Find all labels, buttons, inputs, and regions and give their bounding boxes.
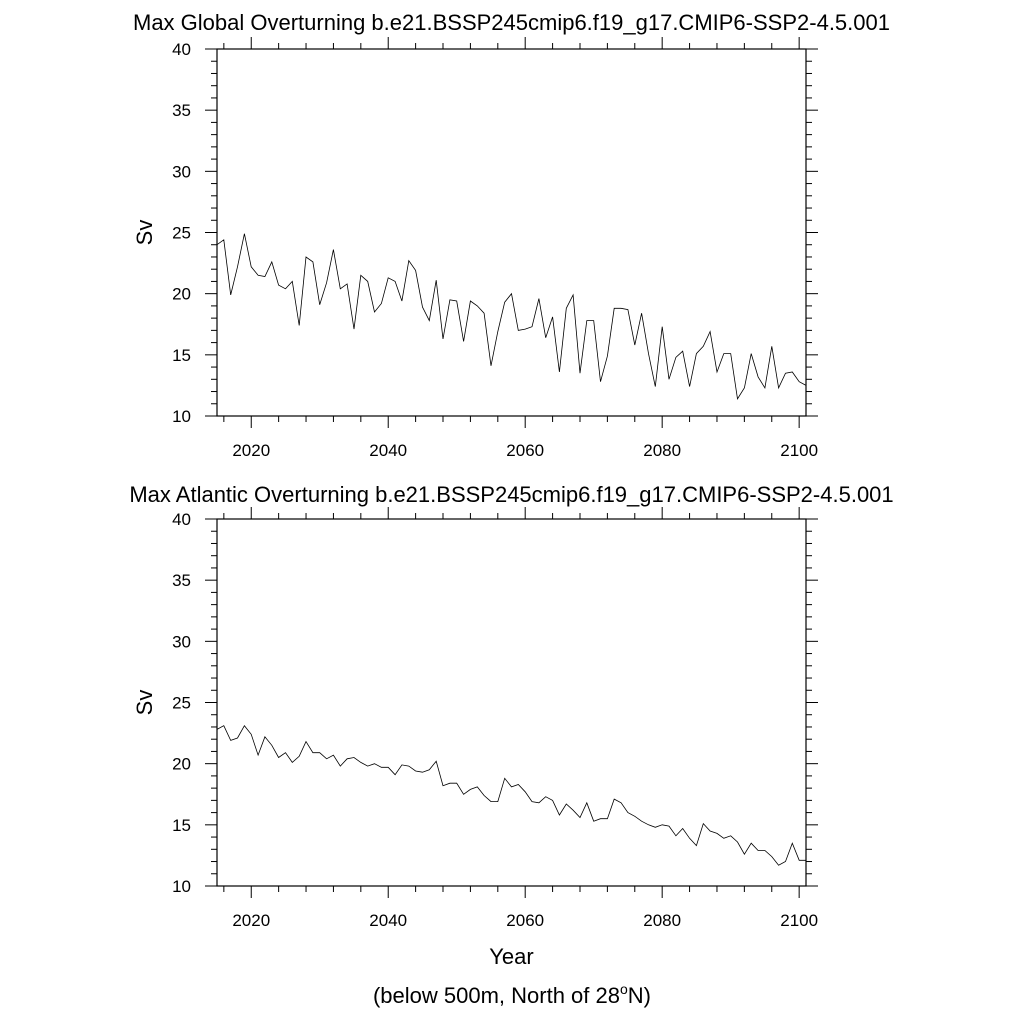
x-axis-label: Year xyxy=(489,944,533,969)
chart-title: Max Atlantic Overturning b.e21.BSSP245cm… xyxy=(129,482,893,507)
caption: (below 500m, North of 28oN) xyxy=(373,981,651,1008)
y-tick-label: 15 xyxy=(172,816,191,835)
x-tick-label: 2080 xyxy=(643,441,681,460)
x-tick-label: 2060 xyxy=(506,911,544,930)
x-tick-label: 2020 xyxy=(232,911,270,930)
plot-frame xyxy=(216,518,807,887)
x-tick-label: 2020 xyxy=(232,441,270,460)
series-line xyxy=(216,724,806,866)
global-overturning-chart: Max Global Overturning b.e21.BSSP245cmip… xyxy=(132,10,890,460)
caption-superscript: o xyxy=(620,981,628,997)
caption-suffix: N) xyxy=(628,983,651,1008)
y-tick-label: 25 xyxy=(172,224,191,243)
plot-frame xyxy=(216,48,807,417)
caption-prefix: (below 500m, North of 28 xyxy=(373,983,620,1008)
y-tick-label: 35 xyxy=(172,101,191,120)
y-tick-label: 25 xyxy=(172,694,191,713)
y-tick-label: 40 xyxy=(172,40,191,59)
y-axis-label: Sv xyxy=(132,690,157,716)
y-tick-label: 40 xyxy=(172,510,191,529)
x-tick-label: 2080 xyxy=(643,911,681,930)
y-tick-label: 10 xyxy=(172,877,191,896)
y-tick-label: 20 xyxy=(172,285,191,304)
series-line xyxy=(216,233,807,401)
y-tick-label: 30 xyxy=(172,162,191,181)
x-tick-label: 2060 xyxy=(506,441,544,460)
x-tick-label: 2040 xyxy=(369,441,407,460)
x-tick-label: 2100 xyxy=(780,441,818,460)
y-tick-label: 35 xyxy=(172,571,191,590)
y-axis-label: Sv xyxy=(132,220,157,246)
chart-title: Max Global Overturning b.e21.BSSP245cmip… xyxy=(133,10,890,35)
x-tick-label: 2040 xyxy=(369,911,407,930)
y-tick-label: 20 xyxy=(172,755,191,774)
y-tick-label: 15 xyxy=(172,346,191,365)
atlantic-overturning-chart: Max Atlantic Overturning b.e21.BSSP245cm… xyxy=(129,482,893,969)
x-tick-label: 2100 xyxy=(780,911,818,930)
y-tick-label: 30 xyxy=(172,632,191,651)
y-tick-label: 10 xyxy=(172,407,191,426)
